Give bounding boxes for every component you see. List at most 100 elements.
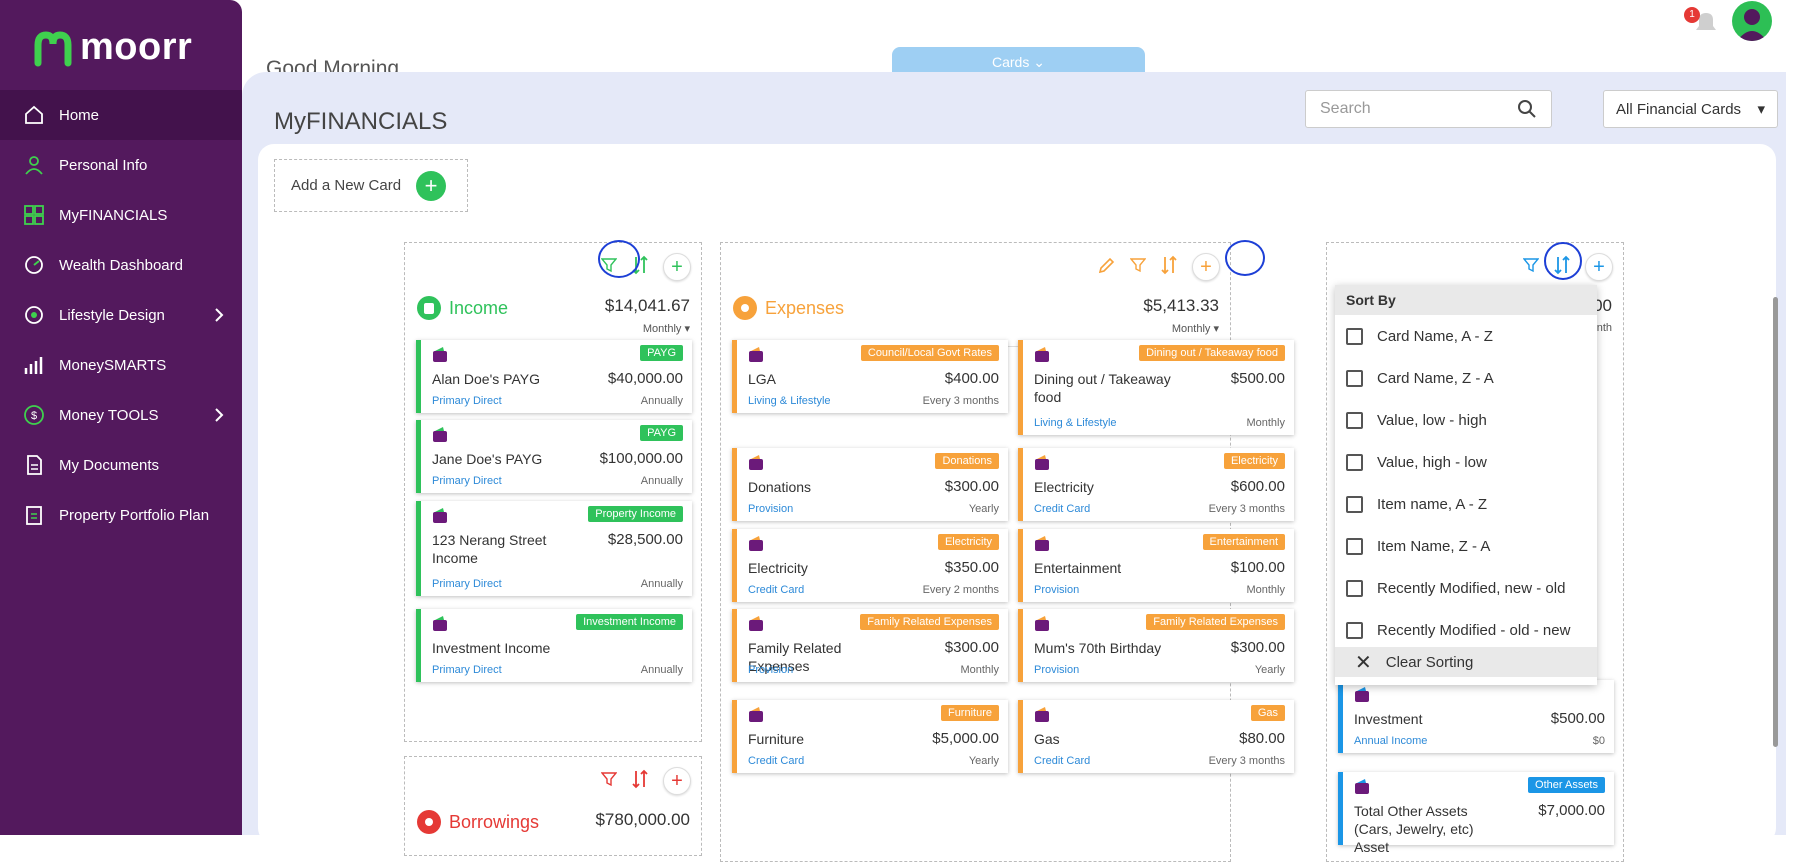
sidebar-item-label: Home <box>59 106 100 124</box>
card-frequency: Yearly <box>1254 664 1285 676</box>
card-account-link[interactable]: Primary Direct <box>432 475 502 487</box>
card-account-link[interactable]: Credit Card <box>748 755 805 767</box>
financial-card[interactable]: Electricity Electricity $350.00 Credit Card… <box>732 529 1008 602</box>
card-amount: $100.00 <box>1230 559 1285 576</box>
expenses-frequency-select[interactable]: Monthly ▾ <box>1171 323 1219 335</box>
financial-card[interactable]: PAYG Alan Doe's PAYG $40,000.00 Primary Dir… <box>416 340 692 413</box>
moorr-logo[interactable]: moorr <box>34 26 192 69</box>
checkbox[interactable] <box>1346 369 1363 387</box>
search-icon[interactable] <box>1517 99 1537 119</box>
card-account-link[interactable]: Primary Direct <box>432 664 502 676</box>
sort-menu: Sort By Card Name, A - Z Card Name, Z - … <box>1335 285 1597 685</box>
main-content: MyFINANCIALS Search All Financial Cards ▾… <box>242 72 1786 862</box>
financial-card[interactable]: Other Assets Total Other Assets (Cars, Je… <box>1338 772 1614 855</box>
sort-option[interactable]: Value, low - high <box>1335 399 1597 441</box>
card-account-link[interactable]: Living & Lifestyle <box>748 395 831 407</box>
financial-card[interactable]: Property Income 123 Nerang Street Income $… <box>416 501 692 596</box>
checkbox[interactable] <box>1346 621 1363 639</box>
card-account-link[interactable]: Provision <box>1034 584 1080 596</box>
card-amount: $28,500.00 <box>607 531 683 548</box>
sidebar-item-moneysmarts[interactable]: MoneySMARTS <box>0 340 242 390</box>
avatar[interactable] <box>1732 1 1772 41</box>
filter-icon[interactable] <box>1522 257 1540 278</box>
filter-icon[interactable] <box>600 771 618 792</box>
financial-card[interactable]: Council/Local Govt Rates LGA $400.00 Living… <box>732 340 1008 413</box>
card-frequency: Monthly <box>1246 584 1285 596</box>
financial-card[interactable]: PAYG Jane Doe's PAYG $100,000.00 Primary Di… <box>416 420 692 493</box>
sidebar-item-property-portfolio-plan[interactable]: Property Portfolio Plan <box>0 490 242 540</box>
sidebar-item-personal-info[interactable]: Personal Info <box>0 140 242 190</box>
sidebar-item-my-documents[interactable]: My Documents <box>0 440 242 490</box>
card-account-link[interactable]: Provision <box>1034 664 1080 676</box>
sidebar-item-lifestyle-design[interactable]: Lifestyle Design <box>0 290 242 340</box>
add-expense-button[interactable]: + <box>1192 253 1220 281</box>
card-account-link[interactable]: Living & Lifestyle <box>1034 417 1117 429</box>
checkbox[interactable] <box>1346 579 1363 597</box>
expenses-icon <box>733 296 757 320</box>
search-input[interactable]: Search <box>1305 90 1552 128</box>
category-tag: Investment Income <box>576 614 683 630</box>
bell-icon[interactable] <box>1682 8 1718 41</box>
checkbox[interactable] <box>1346 453 1363 471</box>
card-account-link[interactable]: Primary Direct <box>432 578 502 590</box>
category-tag: Electricity <box>1223 453 1285 469</box>
category-tag: Family Related Expenses <box>1146 614 1285 630</box>
bar-chart-icon <box>22 353 46 377</box>
card-account-link[interactable]: Annual Income <box>1354 735 1428 747</box>
financial-card[interactable]: Furniture Furniture $5,000.00 Credit Card Ye… <box>732 700 1008 773</box>
financial-card[interactable]: Donations Donations $300.00 Provision Yearly <box>732 448 1008 521</box>
sidebar-item-money-tools[interactable]: $ Money TOOLS <box>0 390 242 440</box>
financial-card[interactable]: Family Related Expenses Mum's 70th Birthd… <box>1018 609 1294 682</box>
financial-card[interactable]: Entertainment Entertainment $100.00 Provisi… <box>1018 529 1294 602</box>
add-borrowing-button[interactable]: + <box>663 767 691 795</box>
income-frequency-select[interactable]: Monthly ▾ <box>642 323 690 335</box>
sort-icon[interactable] <box>1160 255 1178 280</box>
filter-icon[interactable] <box>1129 257 1147 278</box>
add-new-card-button[interactable]: Add a New Card + <box>274 159 468 212</box>
sort-option[interactable]: Item name, A - Z <box>1335 483 1597 525</box>
sidebar-item-label: Wealth Dashboard <box>59 256 183 274</box>
sidebar-item-myfinancials[interactable]: MyFINANCIALS <box>0 190 242 240</box>
checkbox[interactable] <box>1346 495 1363 513</box>
sort-option[interactable]: Value, high - low <box>1335 441 1597 483</box>
add-income-button[interactable]: + <box>663 253 691 281</box>
cards-tab[interactable]: Cards ⌄ <box>892 47 1145 73</box>
sort-option[interactable]: Recently Modified, new - old <box>1335 567 1597 609</box>
category-tag: Property Income <box>588 506 683 522</box>
add-asset-button[interactable]: + <box>1585 253 1613 281</box>
financial-card[interactable]: Investment $500.00 Annual Income $0 <box>1338 680 1614 753</box>
sort-option[interactable]: Card Name, A - Z <box>1335 315 1597 357</box>
sort-option[interactable]: Card Name, Z - A <box>1335 357 1597 399</box>
card-account-link[interactable]: Provision <box>748 503 794 515</box>
category-tag: Council/Local Govt Rates <box>860 345 999 361</box>
financial-card[interactable]: Electricity Electricity $600.00 Credit Card… <box>1018 448 1294 521</box>
financial-card[interactable]: Investment Income Investment Income Primar… <box>416 609 692 682</box>
checkbox[interactable] <box>1346 411 1363 429</box>
sidebar-item-home[interactable]: Home <box>0 90 242 140</box>
scrollbar[interactable] <box>1773 297 1778 747</box>
select-value: All Financial Cards <box>1616 100 1742 118</box>
financial-card[interactable]: Gas Gas $80.00 Credit Card Every 3 months <box>1018 700 1294 773</box>
card-type-select[interactable]: All Financial Cards ▾ <box>1603 90 1778 128</box>
checkbox[interactable] <box>1346 327 1363 345</box>
sidebar-item-wealth-dashboard[interactable]: Wealth Dashboard <box>0 240 242 290</box>
card-frequency: Every 2 months <box>922 584 999 596</box>
wallet-icon <box>1353 778 1371 801</box>
card-account-link[interactable]: Credit Card <box>1034 503 1091 515</box>
financial-card[interactable]: Family Related Expenses Family Related Ex… <box>732 609 1008 682</box>
card-account-link[interactable]: Credit Card <box>1034 755 1091 767</box>
category-tag: Donations <box>935 453 999 469</box>
sort-icon[interactable] <box>631 769 649 794</box>
card-account-link[interactable]: Provision <box>748 664 794 676</box>
sort-option[interactable]: Item Name, Z - A <box>1335 525 1597 567</box>
clear-sorting-button[interactable]: ✕ Clear Sorting <box>1335 647 1597 677</box>
financial-card[interactable]: Dining out / Takeaway food Dining out / T… <box>1018 340 1294 435</box>
checkbox[interactable] <box>1346 537 1363 555</box>
sort-option[interactable]: Recently Modified - old - new <box>1335 609 1597 651</box>
edit-icon[interactable] <box>1098 256 1116 279</box>
card-account-link[interactable]: Primary Direct <box>432 395 502 407</box>
card-amount: $300.00 <box>1230 639 1285 656</box>
borrowings-title: Borrowings <box>449 811 540 832</box>
card-account-link[interactable]: Credit Card <box>748 584 805 596</box>
home-icon <box>22 103 46 127</box>
